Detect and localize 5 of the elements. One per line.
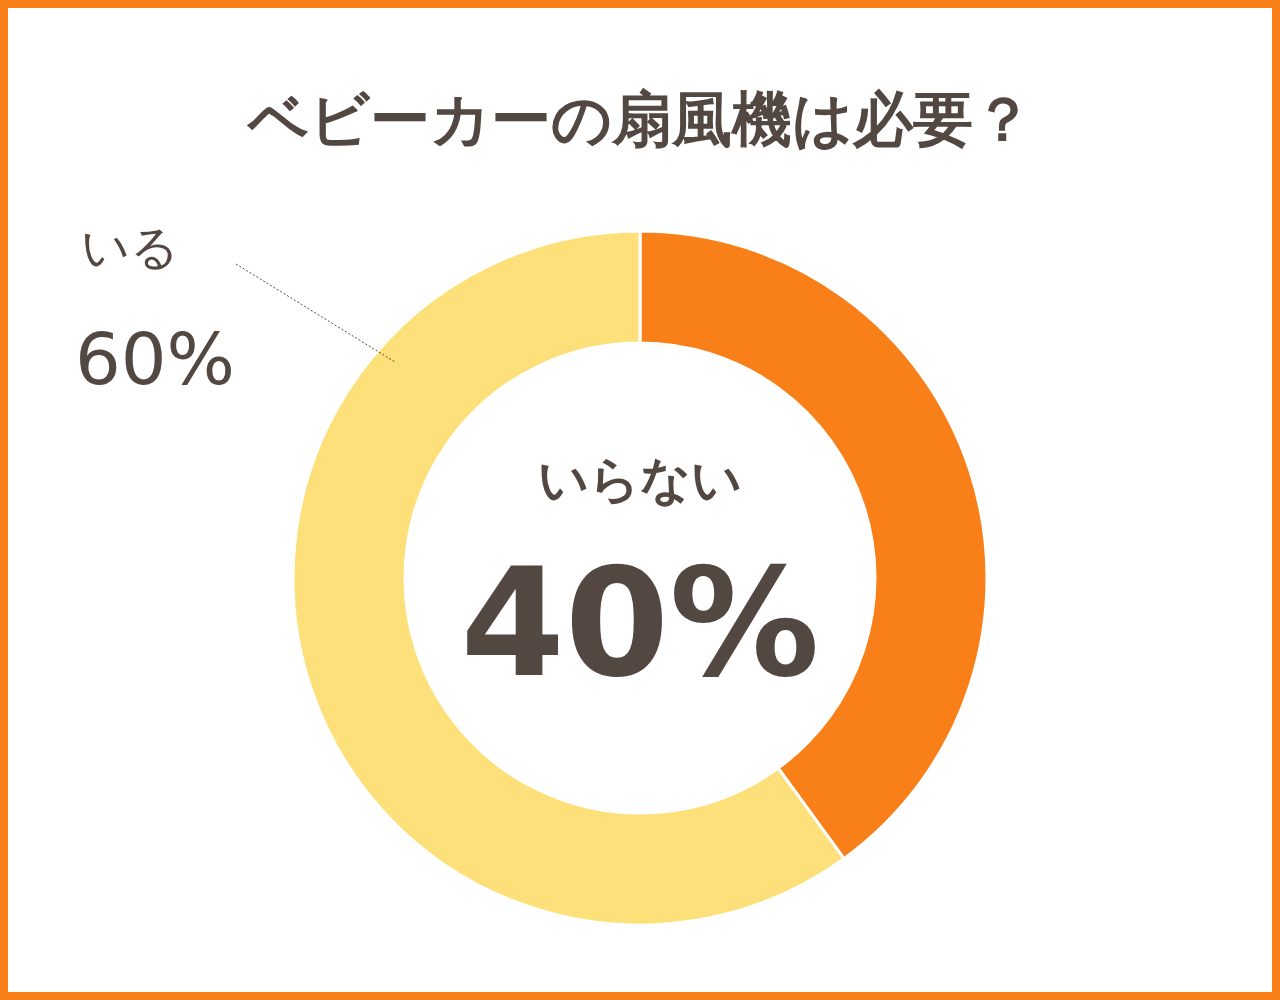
data-label: 60% (74, 317, 236, 401)
slice-label: いる (81, 219, 179, 275)
data-label: 40% (460, 536, 820, 710)
chart-title: ベビーカーの扇風機は必要？ (245, 84, 1033, 154)
slice-label: いらない (538, 451, 742, 509)
